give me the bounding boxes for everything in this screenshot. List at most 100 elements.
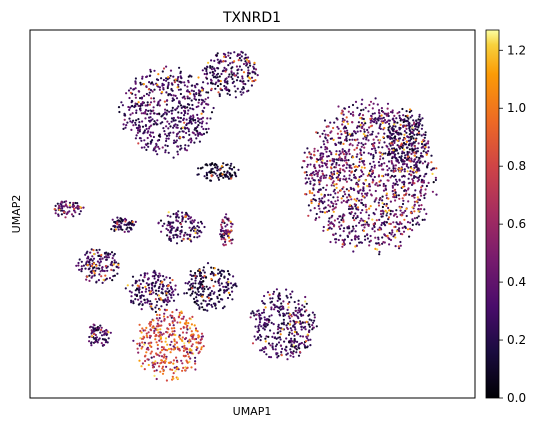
data-point (196, 126, 198, 128)
data-point (166, 113, 168, 115)
data-point (153, 70, 155, 72)
data-point (401, 233, 403, 235)
data-point (200, 303, 202, 305)
data-point (153, 106, 155, 108)
data-point (169, 132, 171, 134)
data-point (214, 166, 216, 168)
data-point (164, 144, 166, 146)
data-point (412, 127, 414, 129)
data-point (332, 163, 334, 165)
data-point (385, 113, 387, 115)
data-point (164, 151, 166, 153)
data-point (396, 181, 398, 183)
data-point (219, 95, 221, 97)
data-point (350, 187, 352, 189)
data-point (168, 111, 170, 113)
data-point (148, 81, 150, 83)
data-point (378, 219, 380, 221)
data-point (317, 173, 319, 175)
data-point (386, 214, 388, 216)
data-point (321, 197, 323, 199)
data-point (172, 132, 174, 134)
data-point (162, 87, 164, 89)
data-point (196, 130, 198, 132)
data-point (164, 101, 166, 103)
data-point (152, 132, 154, 134)
data-point (229, 57, 231, 59)
data-point (368, 217, 370, 219)
data-point (233, 51, 235, 53)
data-point (275, 345, 277, 347)
data-point (233, 166, 235, 168)
data-point (133, 106, 135, 108)
data-point (194, 275, 196, 277)
data-point (227, 52, 229, 54)
data-point (128, 230, 130, 232)
data-point (165, 356, 167, 358)
data-point (192, 290, 194, 292)
data-point (163, 117, 165, 119)
data-point (176, 321, 178, 323)
data-point (219, 233, 221, 235)
data-point (186, 234, 188, 236)
data-point (415, 119, 417, 121)
data-point (318, 181, 320, 183)
data-point (410, 174, 412, 176)
data-point (326, 139, 328, 141)
data-point (247, 80, 249, 82)
data-point (319, 200, 321, 202)
data-point (112, 225, 114, 227)
data-point (350, 113, 352, 115)
data-point (328, 155, 330, 157)
data-point (162, 286, 164, 288)
data-point (379, 123, 381, 125)
data-point (173, 324, 175, 326)
data-point (362, 204, 364, 206)
data-point (395, 245, 397, 247)
data-point (189, 327, 191, 329)
data-point (146, 358, 148, 360)
data-point (200, 118, 202, 120)
data-point (412, 171, 414, 173)
data-point (329, 122, 331, 124)
data-point (141, 347, 143, 349)
data-point (197, 222, 199, 224)
data-point (358, 121, 360, 123)
data-point (144, 299, 146, 301)
data-point (191, 90, 193, 92)
data-point (142, 132, 144, 134)
data-point (175, 234, 177, 236)
data-point (250, 316, 252, 318)
data-point (423, 197, 425, 199)
data-point (384, 221, 386, 223)
data-point (426, 185, 428, 187)
data-point (178, 336, 180, 338)
data-point (419, 114, 421, 116)
data-point (181, 130, 183, 132)
data-point (163, 348, 165, 350)
data-point (160, 351, 162, 353)
data-point (159, 371, 161, 373)
data-point (192, 227, 194, 229)
data-point (357, 183, 359, 185)
data-point (194, 324, 196, 326)
data-point (348, 232, 350, 234)
data-point (88, 336, 90, 338)
data-point (157, 79, 159, 81)
data-point (117, 264, 119, 266)
data-point (90, 258, 92, 260)
data-point (194, 301, 196, 303)
data-point (374, 176, 376, 178)
data-point (161, 281, 163, 283)
data-point (182, 336, 184, 338)
data-point (95, 265, 97, 267)
data-point (172, 97, 174, 99)
data-point (237, 169, 239, 171)
data-point (225, 60, 227, 62)
data-point (171, 311, 173, 313)
data-point (339, 170, 341, 172)
data-point (260, 339, 262, 341)
data-point (147, 104, 149, 106)
data-point (144, 302, 146, 304)
data-point (304, 326, 306, 328)
